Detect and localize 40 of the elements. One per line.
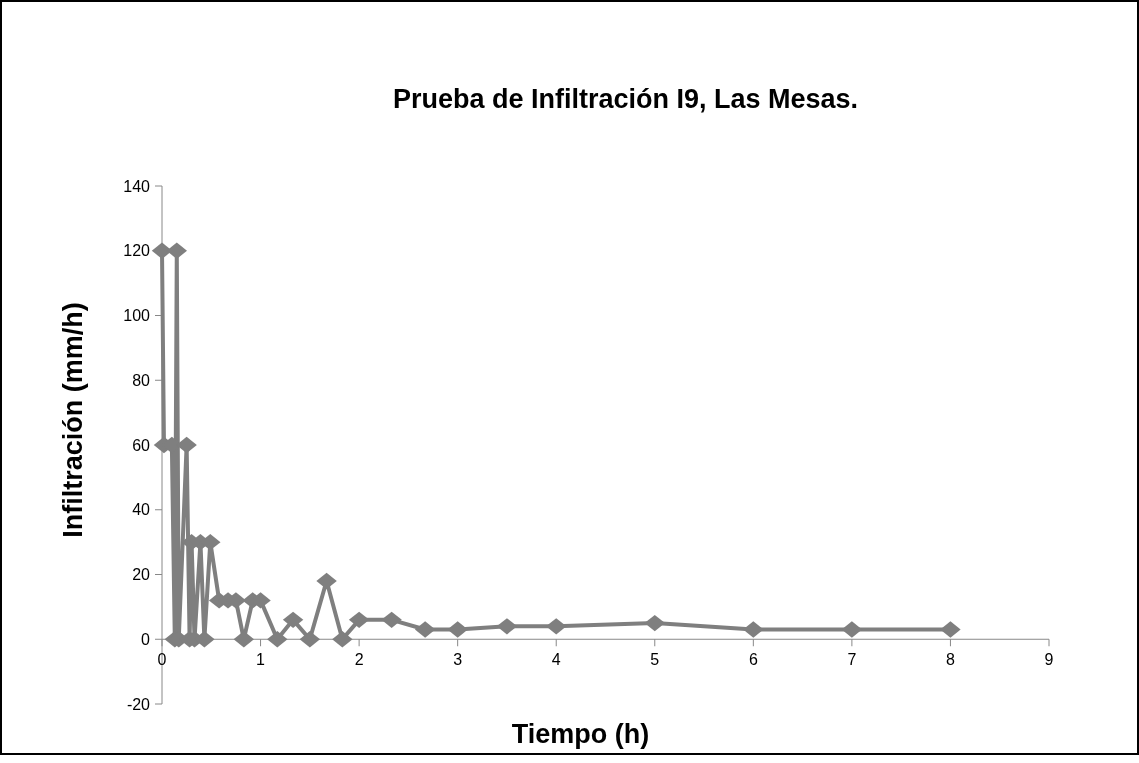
point bbox=[282, 611, 304, 628]
point bbox=[381, 611, 402, 628]
x-tick-label: 5 bbox=[650, 651, 660, 669]
point bbox=[414, 621, 436, 638]
x-axis-title: Tiempo (h) bbox=[511, 719, 650, 749]
y-tick-label: 40 bbox=[132, 501, 151, 519]
x-tick-label: 7 bbox=[847, 651, 857, 669]
x-tick-label: 1 bbox=[256, 651, 266, 669]
y-axis-title: Infiltración (mm/h) bbox=[58, 302, 88, 538]
x-tick-label: 9 bbox=[1044, 651, 1054, 669]
point bbox=[644, 614, 665, 632]
x-tick-label: 2 bbox=[354, 651, 364, 669]
point bbox=[743, 621, 764, 638]
y-tick-label: 120 bbox=[123, 242, 151, 260]
y-tick-label: 140 bbox=[123, 177, 151, 195]
point bbox=[267, 631, 288, 648]
chart-title: Prueba de Infiltración I9, Las Mesas. bbox=[392, 84, 859, 114]
y-tick-label: 100 bbox=[123, 307, 151, 325]
x-tick-label: 6 bbox=[748, 651, 758, 669]
point bbox=[233, 631, 255, 648]
point bbox=[166, 242, 187, 259]
y-tick-label: 60 bbox=[132, 436, 151, 454]
x-tick-label: 4 bbox=[551, 651, 561, 669]
point bbox=[546, 618, 567, 635]
point bbox=[332, 631, 353, 648]
point bbox=[176, 436, 197, 454]
point bbox=[316, 572, 337, 590]
point bbox=[496, 618, 518, 635]
y-tick-label: -20 bbox=[126, 695, 151, 713]
y-tick-label: 20 bbox=[132, 566, 151, 584]
point bbox=[940, 621, 961, 638]
y-tick-label: 80 bbox=[132, 371, 151, 389]
point bbox=[841, 621, 863, 638]
y-tick-label: 0 bbox=[141, 630, 151, 648]
point bbox=[348, 611, 370, 628]
x-tick-label: 3 bbox=[453, 651, 463, 669]
x-tick-label: 0 bbox=[157, 651, 167, 669]
point bbox=[447, 621, 468, 638]
x-tick-label: 8 bbox=[945, 651, 955, 669]
point bbox=[299, 631, 321, 648]
